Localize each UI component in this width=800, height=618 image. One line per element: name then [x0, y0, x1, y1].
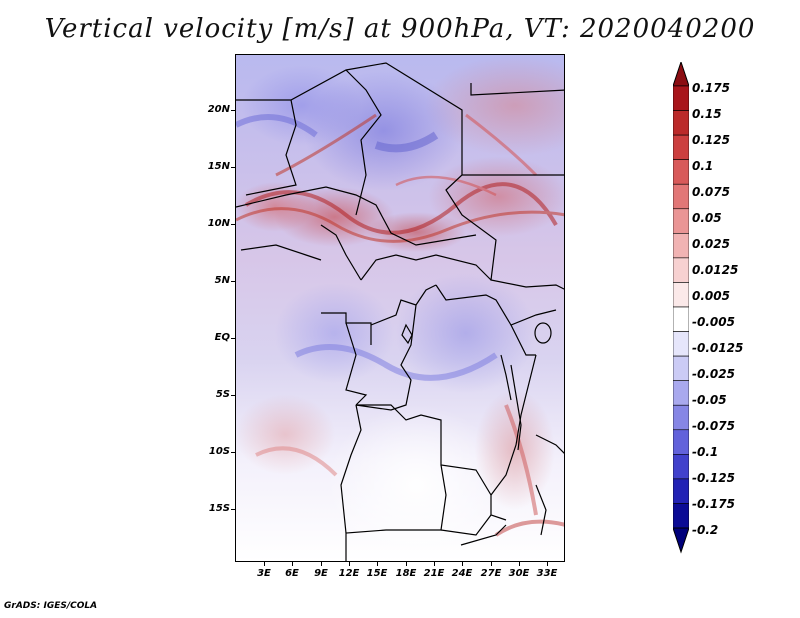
colorbar-swatch	[673, 159, 689, 185]
colorbar-swatch	[673, 183, 689, 210]
x-tick	[519, 562, 520, 566]
x-label-27e: 27E	[480, 568, 502, 579]
colorbar-swatch	[673, 355, 689, 381]
cb-label-11: -0.025	[692, 367, 735, 381]
colorbar-swatch	[673, 429, 689, 455]
colorbar-swatch	[673, 85, 689, 111]
y-label-15s: 15S	[208, 503, 230, 514]
x-tick	[264, 562, 265, 566]
colorbar-top-arrow	[673, 62, 689, 87]
x-label-3e: 3E	[257, 568, 271, 579]
colorbar-swatch	[673, 306, 689, 332]
country-borders	[236, 62, 564, 561]
y-tick	[231, 281, 235, 282]
y-label-15n: 15N	[207, 161, 230, 172]
y-label-eq: EQ	[214, 332, 230, 343]
cb-label-9: -0.005	[692, 315, 735, 329]
y-tick	[231, 395, 235, 396]
x-tick	[462, 562, 463, 566]
colorbar-swatch	[673, 257, 689, 283]
x-tick	[321, 562, 322, 566]
cb-label-1: 0.15	[692, 107, 722, 121]
y-tick	[231, 338, 235, 339]
cb-label-14: -0.1	[692, 445, 719, 459]
colorbar-swatch	[673, 282, 689, 308]
x-tick	[491, 562, 492, 566]
x-tick	[406, 562, 407, 566]
y-tick	[231, 167, 235, 168]
cb-label-12: -0.05	[692, 393, 727, 407]
cb-label-15: -0.125	[692, 471, 735, 485]
x-tick	[377, 562, 378, 566]
cb-label-0: 0.175	[692, 81, 730, 95]
colorbar-swatch	[673, 380, 689, 406]
colorbar-swatch	[673, 404, 689, 431]
y-label-20n: 20N	[207, 104, 230, 115]
colorbar-swatch	[673, 503, 689, 529]
cb-label-5: 0.05	[692, 211, 722, 225]
x-label-24e: 24E	[451, 568, 473, 579]
y-tick	[231, 110, 235, 111]
x-tick	[434, 562, 435, 566]
cb-label-7: 0.0125	[692, 263, 739, 277]
x-label-33e: 33E	[536, 568, 558, 579]
cb-label-17: -0.2	[692, 523, 719, 537]
cb-label-3: 0.1	[692, 159, 714, 173]
y-tick	[231, 452, 235, 453]
y-tick	[231, 224, 235, 225]
colorbar-swatch	[673, 331, 689, 357]
y-label-10s: 10S	[208, 446, 230, 457]
cb-label-6: 0.025	[692, 237, 730, 251]
colorbar-bottom-arrow	[673, 527, 689, 554]
y-label-5s: 5S	[215, 389, 230, 400]
x-label-9e: 9E	[314, 568, 328, 579]
colorbar-swatch	[673, 134, 689, 160]
x-label-6e: 6E	[285, 568, 299, 579]
x-label-12e: 12E	[338, 568, 360, 579]
x-label-15e: 15E	[366, 568, 388, 579]
colorbar-graphic	[673, 62, 689, 554]
cb-label-10: -0.0125	[692, 341, 744, 355]
cb-label-16: -0.175	[692, 497, 735, 511]
cb-label-13: -0.075	[692, 419, 735, 433]
x-label-30e: 30E	[508, 568, 530, 579]
colorbar-swatch	[673, 454, 689, 480]
colorbar-swatch	[673, 110, 689, 136]
y-label-5n: 5N	[214, 275, 230, 286]
x-tick	[292, 562, 293, 566]
x-tick	[547, 562, 548, 566]
x-tick	[349, 562, 350, 566]
colorbar-swatch	[673, 233, 689, 259]
cb-label-4: 0.075	[692, 185, 730, 199]
y-tick	[231, 509, 235, 510]
x-label-21e: 21E	[423, 568, 445, 579]
cb-label-2: 0.125	[692, 133, 730, 147]
grads-footer: GrADS: IGES/COLA	[4, 601, 98, 611]
map-title: Vertical velocity [m/s] at 900hPa, VT: 2…	[44, 14, 756, 44]
x-label-18e: 18E	[395, 568, 417, 579]
vertical-velocity-map	[235, 54, 565, 562]
y-label-10n: 10N	[207, 218, 230, 229]
colorbar-swatch	[673, 478, 689, 504]
colorbar-swatch	[673, 208, 689, 234]
cb-label-8: 0.005	[692, 289, 730, 303]
